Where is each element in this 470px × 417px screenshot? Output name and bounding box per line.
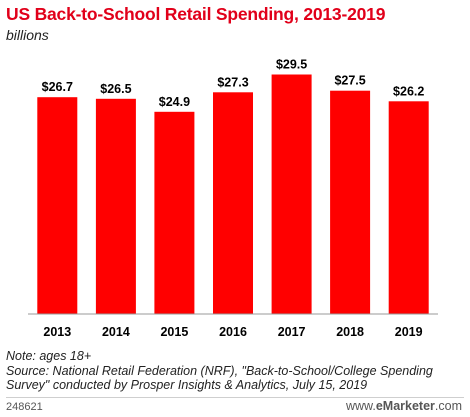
note-text: Note: ages 18+ (6, 349, 92, 363)
chart-id: 248621 (6, 401, 43, 413)
bar-2019 (388, 101, 429, 314)
bar-2018 (330, 90, 371, 314)
x-tick-label-2013: 2013 (43, 325, 71, 339)
x-tick-label-2015: 2015 (160, 325, 188, 339)
data-label-2016: $27.3 (217, 75, 248, 89)
x-tick-label-2014: 2014 (102, 325, 130, 339)
x-tick-label-2017: 2017 (278, 325, 306, 339)
footer-divider (6, 397, 464, 398)
data-label-2019: $26.2 (393, 84, 424, 98)
bar-2016 (213, 92, 253, 314)
data-label-2015: $24.9 (159, 95, 190, 109)
brand-name: eMarketer (375, 399, 435, 413)
chart-title: US Back-to-School Retail Spending, 2013-… (6, 4, 386, 24)
x-tick-label-2018: 2018 (336, 325, 364, 339)
bar-2013 (37, 97, 78, 314)
data-label-2013: $26.7 (42, 80, 73, 94)
bars-group: $26.7 $26.5 $24.9 $27.3 $29.5 $27.5 $26.2 (37, 58, 429, 314)
x-tick-label-2019: 2019 (395, 325, 423, 339)
chart-subtitle: billions (6, 27, 49, 43)
brand-suffix: .com (434, 399, 462, 413)
data-label-2018: $27.5 (334, 74, 365, 88)
chart-notes: Note: ages 18+ Source: National Retail F… (6, 349, 433, 393)
bar-chart: $26.7 $26.5 $24.9 $27.3 $29.5 $27.5 $26.2 2013… (28, 58, 438, 339)
brand-prefix: www. (345, 399, 376, 413)
x-axis-ticks: 2013 2014 2015 2016 2017 2018 2019 (43, 325, 422, 339)
x-tick-label-2016: 2016 (219, 325, 247, 339)
source-text-line-1: Source: National Retail Federation (NRF)… (6, 363, 433, 378)
data-label-2014: $26.5 (100, 82, 131, 96)
source-text-line-2: Survey" conducted by Prosper Insights & … (6, 378, 368, 392)
bar-2015 (154, 111, 195, 314)
brand-logo: www.eMarketer.com (346, 399, 462, 413)
data-label-2017: $29.5 (276, 58, 307, 72)
bar-2017 (271, 74, 312, 314)
bar-2014 (95, 98, 136, 314)
